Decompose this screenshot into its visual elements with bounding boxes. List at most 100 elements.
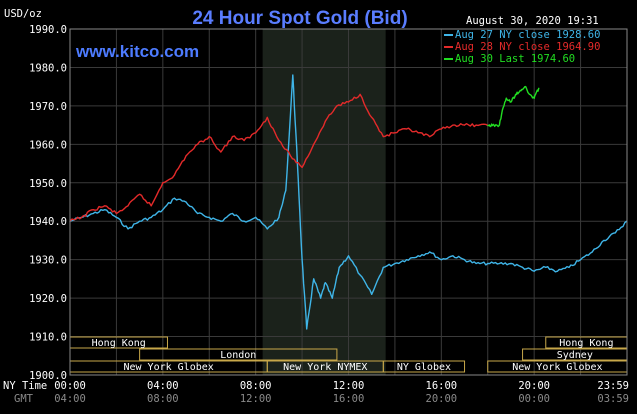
- data-point: [115, 212, 118, 215]
- data-point: [371, 293, 373, 295]
- data-point: [359, 274, 361, 276]
- data-point: [208, 136, 210, 138]
- data-point: [162, 209, 164, 211]
- data-point: [533, 97, 535, 99]
- session-label: New York NYMEX: [283, 362, 367, 373]
- x-tick-label-ny: 16:00: [426, 380, 458, 392]
- y-tick-label: 1980.0: [29, 62, 67, 74]
- session-label: New York Globex: [123, 362, 213, 373]
- y-unit-label: USD/oz: [4, 8, 42, 20]
- data-point: [417, 255, 419, 257]
- nymex-shaded-region: [262, 29, 386, 375]
- data-point: [139, 193, 141, 195]
- data-point: [324, 120, 326, 122]
- data-point: [162, 182, 164, 184]
- data-point: [394, 262, 396, 265]
- x-tick-label-gmt: 04:00: [54, 393, 86, 405]
- data-point: [487, 124, 489, 127]
- data-point: [301, 166, 303, 168]
- y-tick-label: 1960.0: [29, 139, 67, 151]
- x-tick-label-ny: 00:00: [54, 380, 86, 392]
- series-line: [69, 74, 628, 330]
- legend-entry: Aug 28 NY close 1964.90: [455, 41, 600, 53]
- x-tick-label-gmt: 20:00: [426, 393, 458, 405]
- data-point: [405, 259, 408, 261]
- session-label: New York Globex: [512, 362, 602, 373]
- x-tick-label-ny: 20:00: [518, 380, 550, 392]
- data-point: [220, 151, 222, 153]
- legend-entry: Aug 27 NY close 1928.60: [455, 29, 600, 41]
- data-point: [440, 128, 442, 130]
- data-point: [487, 262, 489, 265]
- data-point: [417, 132, 419, 134]
- data-point: [278, 216, 280, 218]
- data-point: [579, 259, 582, 261]
- data-point: [243, 139, 245, 142]
- data-point: [429, 251, 431, 253]
- data-point: [301, 259, 303, 261]
- data-point: [556, 270, 558, 272]
- data-point: [289, 155, 292, 157]
- data-point: [498, 262, 500, 265]
- data-point: [127, 228, 129, 230]
- data-point: [150, 216, 152, 218]
- y-tick-label: 1910.0: [29, 332, 67, 344]
- website-label: www.kitco.com: [75, 42, 199, 61]
- data-point: [359, 93, 361, 95]
- data-point: [220, 220, 222, 222]
- data-point: [255, 216, 257, 218]
- data-point: [104, 209, 106, 211]
- data-point: [173, 197, 176, 199]
- data-point: [498, 124, 500, 126]
- session-label: Sydney: [557, 350, 593, 361]
- data-point: [545, 266, 547, 268]
- data-point: [603, 239, 605, 242]
- data-point: [521, 266, 524, 268]
- data-point: [104, 205, 106, 207]
- data-point: [255, 132, 257, 134]
- x-tick-label-ny: 04:00: [147, 380, 179, 392]
- x-tick-label-ny: 08:00: [240, 380, 272, 392]
- data-point: [338, 266, 340, 268]
- data-point: [475, 124, 477, 126]
- data-point: [347, 255, 350, 257]
- data-point: [533, 270, 535, 272]
- data-point: [452, 124, 454, 126]
- timestamp: August 30, 2020 19:31: [466, 15, 599, 27]
- data-point: [324, 282, 326, 284]
- y-tick-label: 1990.0: [29, 24, 67, 36]
- data-point: [394, 132, 396, 134]
- data-point: [524, 86, 526, 88]
- data-point: [568, 266, 570, 268]
- x-tick-label-gmt: 12:00: [240, 393, 272, 405]
- data-point: [197, 143, 199, 145]
- data-point: [139, 220, 141, 222]
- data-point: [231, 136, 234, 138]
- data-point: [452, 255, 454, 257]
- data-point: [336, 105, 338, 107]
- data-point: [185, 201, 187, 203]
- data-point: [515, 93, 517, 95]
- plot-border: [69, 28, 628, 376]
- x-tick-label-gmt: 00:00: [518, 393, 550, 405]
- y-tick-label: 1950.0: [29, 178, 67, 190]
- data-point: [320, 297, 322, 299]
- data-point: [519, 89, 521, 92]
- session-label: Hong Kong: [92, 338, 146, 349]
- data-point: [285, 189, 287, 192]
- data-point: [510, 101, 512, 103]
- x-tick-label-gmt: 08:00: [147, 393, 179, 405]
- x-tick-label-gmt: 03:59: [597, 393, 629, 405]
- data-point: [382, 266, 384, 268]
- data-point: [173, 174, 176, 176]
- data-point: [197, 212, 199, 215]
- data-point: [510, 262, 512, 265]
- data-point: [440, 259, 442, 261]
- data-point: [371, 116, 373, 119]
- session-bar: [139, 348, 338, 361]
- chart-title: 24 Hour Spot Gold (Bid): [192, 8, 407, 29]
- x-tick-label-ny: 23:59: [597, 380, 629, 392]
- data-point: [150, 205, 152, 207]
